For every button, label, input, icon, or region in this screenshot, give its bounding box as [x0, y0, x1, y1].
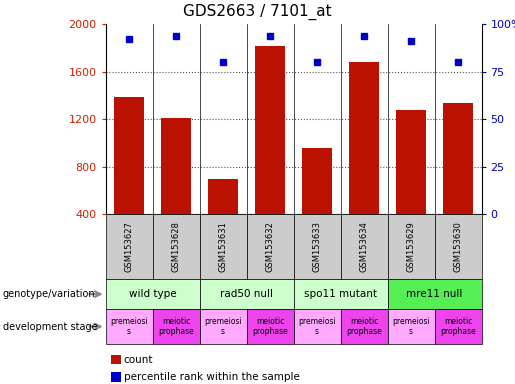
Text: rad50 null: rad50 null [220, 289, 273, 299]
Bar [200, 279, 294, 309]
Text: meiotic
prophase: meiotic prophase [440, 317, 476, 336]
Text: spo11 mutant: spo11 mutant [304, 289, 377, 299]
Bar [388, 214, 435, 279]
Text: GDS2663 / 7101_at: GDS2663 / 7101_at [183, 4, 332, 20]
Text: GSM153631: GSM153631 [218, 221, 228, 272]
Bar [106, 309, 152, 344]
Bar [255, 46, 285, 214]
Text: GSM153629: GSM153629 [406, 221, 416, 272]
Bar [247, 309, 294, 344]
Text: GSM153632: GSM153632 [266, 221, 274, 272]
Bar [152, 214, 200, 279]
Bar [302, 148, 332, 214]
Text: development stage: development stage [3, 321, 97, 332]
Bar [161, 118, 192, 214]
Text: GSM153633: GSM153633 [313, 221, 321, 272]
Text: count: count [124, 355, 153, 365]
Bar [340, 309, 388, 344]
Text: GSM153627: GSM153627 [125, 221, 133, 272]
Bar [340, 214, 388, 279]
Text: meiotic
prophase: meiotic prophase [346, 317, 382, 336]
Bar [435, 214, 482, 279]
Bar [200, 309, 247, 344]
Bar [106, 279, 200, 309]
Bar [349, 62, 380, 214]
Text: GSM153630: GSM153630 [454, 221, 462, 272]
Bar [208, 179, 238, 214]
Text: meiotic
prophase: meiotic prophase [158, 317, 194, 336]
Text: premeiosi
s: premeiosi s [392, 317, 430, 336]
Bar [388, 309, 435, 344]
Bar [388, 279, 482, 309]
Text: percentile rank within the sample: percentile rank within the sample [124, 372, 300, 382]
Bar [152, 309, 200, 344]
Bar [114, 97, 144, 214]
Bar [106, 214, 152, 279]
Text: genotype/variation: genotype/variation [3, 289, 95, 299]
Bar [435, 309, 482, 344]
Text: meiotic
prophase: meiotic prophase [252, 317, 288, 336]
Bar [294, 309, 340, 344]
Bar [247, 214, 294, 279]
Text: GSM153628: GSM153628 [171, 221, 181, 272]
Bar [396, 110, 426, 214]
Bar [200, 214, 247, 279]
Text: GSM153634: GSM153634 [359, 221, 369, 272]
Text: wild type: wild type [129, 289, 176, 299]
Bar [294, 279, 388, 309]
Bar [294, 214, 340, 279]
Text: mre11 null: mre11 null [406, 289, 462, 299]
Text: premeiosi
s: premeiosi s [298, 317, 336, 336]
Text: premeiosi
s: premeiosi s [204, 317, 242, 336]
Text: premeiosi
s: premeiosi s [110, 317, 148, 336]
Bar [443, 103, 473, 214]
